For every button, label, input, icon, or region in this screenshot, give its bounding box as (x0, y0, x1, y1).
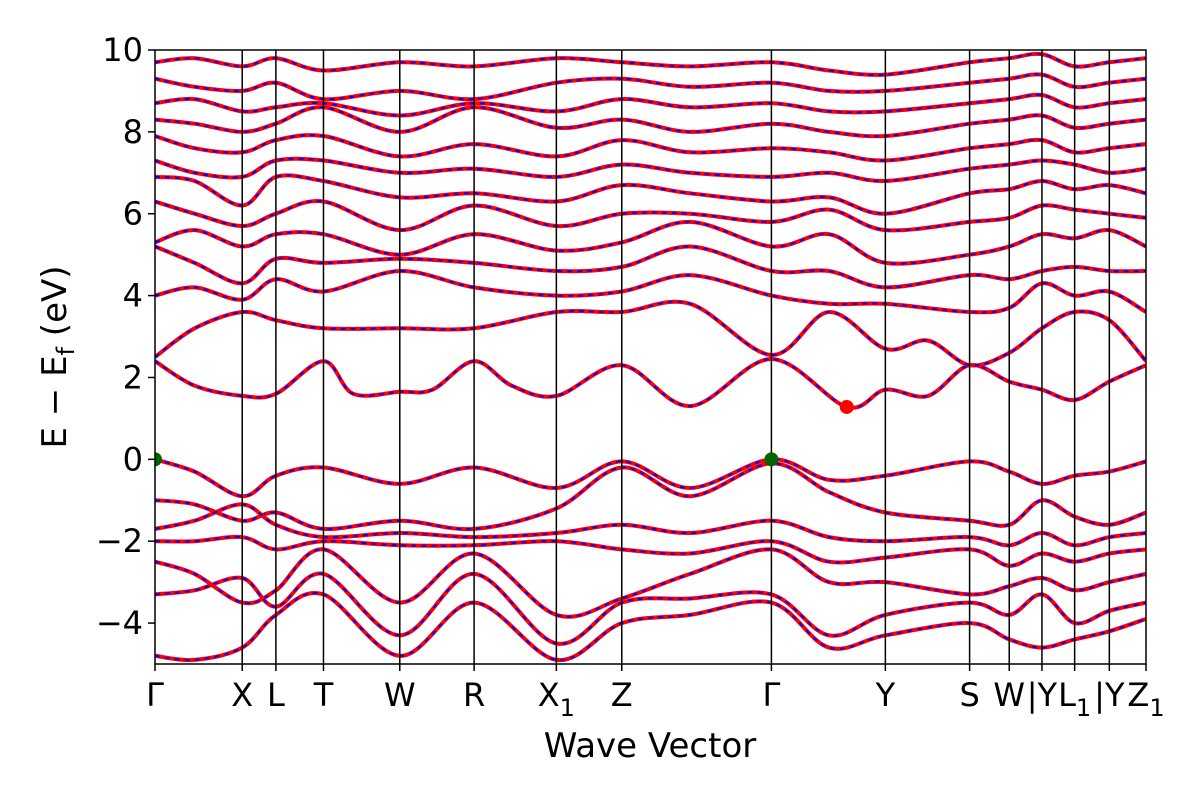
y-axis-title: E − Ef (eV) (35, 265, 80, 448)
y-tick-label: 4 (123, 277, 143, 315)
y-tick-label: −4 (96, 604, 143, 642)
band-v3-overlay (155, 503, 1146, 547)
cbm-marker (839, 399, 854, 414)
x-tick-label-main: L (267, 676, 285, 714)
x-tick-label: L (267, 676, 285, 714)
x-tick-label: X (231, 676, 253, 714)
band-c6-overlay (155, 200, 1146, 232)
x-tick-label-sub: 1 (1149, 694, 1164, 722)
y-tick-label: 2 (123, 358, 143, 396)
x-tick-label-main: Y (875, 676, 896, 714)
x-tick-label: S (959, 676, 979, 714)
band-c12-overlay (155, 73, 1146, 101)
band-c11-overlay (155, 93, 1146, 117)
band-c12-line (155, 72, 1146, 102)
band-v2-overlay (155, 462, 1146, 531)
x-ticks: Γ X L T W R X1 Z Γ Y S W |Y L1 |Y Z1 (146, 664, 1165, 722)
y-axis-title-unit: (eV) (35, 265, 75, 347)
band-c2-overlay (155, 300, 1146, 367)
x-tick-label: L1 (1058, 676, 1091, 722)
x-tick-label-main: L (1058, 676, 1076, 714)
x-tick-label-main: |Y (1094, 676, 1125, 714)
x-tick-label: T (313, 676, 334, 714)
x-tick-label-main: S (959, 676, 979, 714)
band-v6-overlay (155, 572, 1146, 645)
band-c7-line (155, 173, 1146, 216)
band-c10-line (155, 105, 1146, 139)
x-tick-label-sub: 1 (1076, 694, 1091, 722)
band-c9-line (155, 133, 1146, 163)
band-c7-overlay (155, 174, 1146, 215)
x-tick-label-sub: 1 (560, 694, 575, 722)
x-tick-label: R (463, 676, 485, 714)
y-tick-label: 10 (102, 31, 143, 69)
band-c5-line (155, 219, 1146, 266)
band-v1-overlay (155, 458, 1146, 498)
band-c3-overlay (155, 269, 1146, 314)
x-tick-label-main: |Y (1027, 676, 1058, 714)
y-tick-label: 6 (123, 195, 143, 233)
kpoint-lines (241, 50, 1111, 664)
y-axis-title-sub: f (52, 346, 80, 355)
x-tick-label: Z1 (1127, 676, 1164, 722)
band-c13-overlay (155, 52, 1146, 76)
vbm-1-marker (155, 452, 162, 467)
y-tick-label: 0 (123, 440, 143, 478)
band-c1-overlay (155, 357, 1146, 409)
extrema-markers (155, 399, 854, 467)
x-tick-label: Z (611, 676, 633, 714)
x-tick-label: |Y (1027, 676, 1058, 714)
band-c9-overlay (155, 134, 1146, 162)
x-tick-label: W (993, 676, 1025, 714)
band-v4-line (155, 534, 1146, 568)
band-c6-line (155, 199, 1146, 233)
x-axis-title: Wave Vector (544, 726, 756, 766)
band-c1-line (155, 356, 1146, 410)
x-tick-label: X1 (538, 676, 575, 722)
y-tick-label: 8 (123, 113, 143, 151)
x-tick-label-main: T (313, 676, 334, 714)
band-c8-overlay (155, 157, 1146, 183)
bands-layer (155, 51, 1146, 663)
x-tick-label-main: Γ (762, 676, 780, 714)
vbm-2-marker (764, 452, 779, 467)
x-tick-label-main: W (993, 676, 1025, 714)
x-tick-label-main: Γ (146, 676, 164, 714)
x-tick-label: Γ (146, 676, 164, 714)
x-tick-label: Y (875, 676, 896, 714)
x-tick-label-main: X (538, 676, 560, 714)
x-tick-label-main: W (384, 676, 416, 714)
x-tick-label: W (384, 676, 416, 714)
band-v5-overlay (155, 548, 1146, 618)
x-tick-label-main: X (231, 676, 253, 714)
x-tick-label: |Y (1094, 676, 1125, 714)
y-ticks: 10 8 6 4 2 0 −2 −4 (96, 31, 155, 642)
x-tick-label-main: Z (611, 676, 633, 714)
band-v7-overlay (155, 591, 1146, 662)
band-v4-overlay (155, 535, 1146, 567)
band-v7-line (155, 590, 1146, 663)
plot-frame (154, 49, 1147, 665)
y-tick-label: −2 (96, 522, 143, 560)
band-c10-overlay (155, 106, 1146, 138)
x-tick-label: Γ (762, 676, 780, 714)
x-tick-label-main: Z (1127, 676, 1149, 714)
band-c4-overlay (155, 245, 1146, 289)
x-tick-label-main: R (463, 676, 485, 714)
y-axis-title-main: E − E (35, 355, 75, 448)
